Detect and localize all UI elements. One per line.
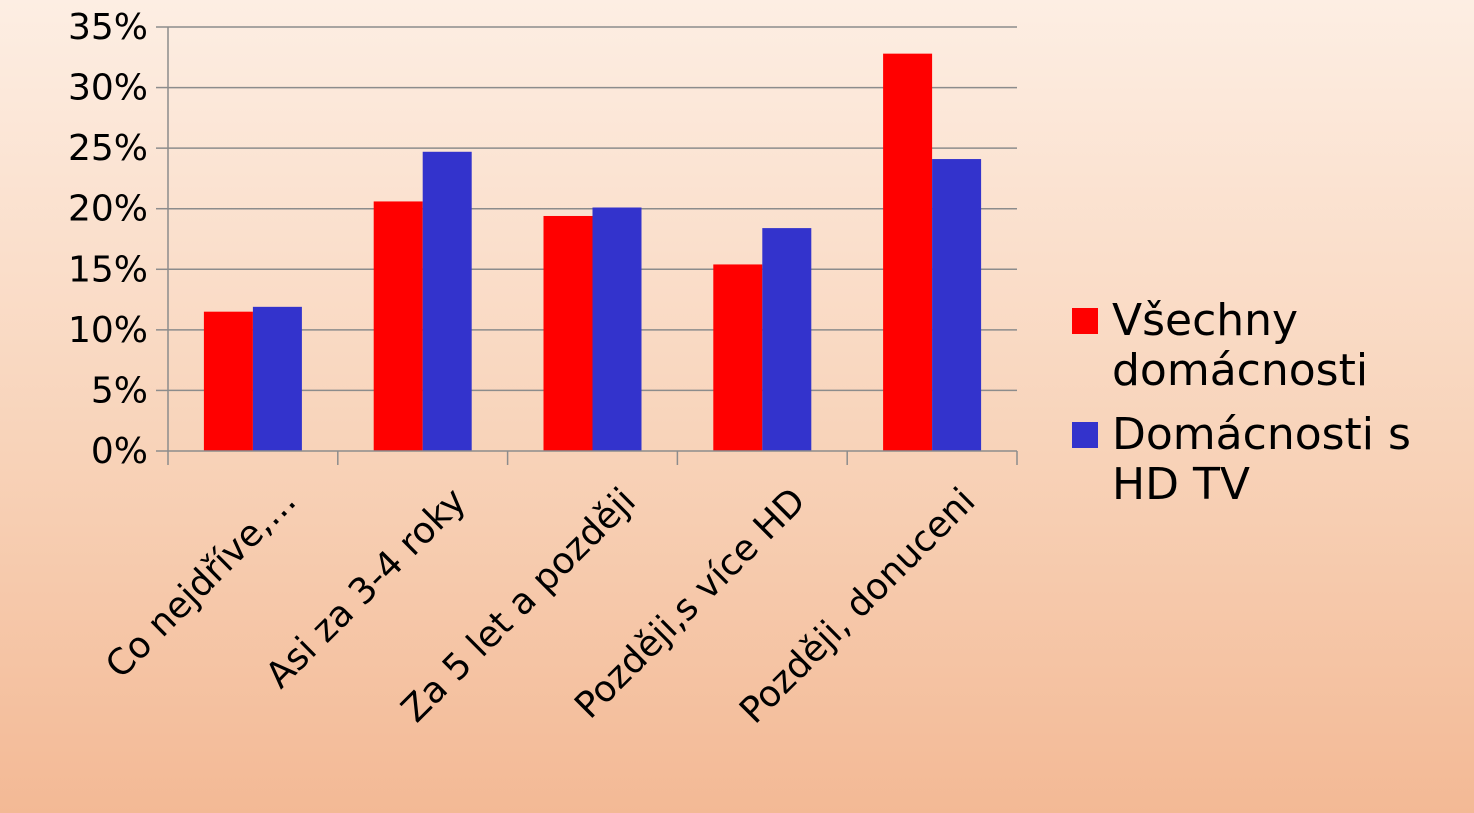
legend-item-series-2: Domácnosti s HD TV [1068, 410, 1468, 510]
legend-label-series-1: Všechny domácnosti [1112, 295, 1369, 396]
bars [203, 53, 982, 451]
bar-series-1-cat-3 [713, 264, 763, 451]
bar-series-2-cat-2 [592, 207, 642, 451]
bar-series-1-cat-2 [543, 215, 593, 451]
y-tick-label-1: 5% [91, 370, 148, 411]
axes [156, 26, 1018, 465]
y-tick-label-7: 35% [68, 7, 148, 48]
bar-series-2-cat-0 [252, 306, 302, 451]
bar-series-2-cat-1 [422, 151, 472, 451]
bar-series-2-cat-4 [932, 159, 982, 451]
y-tick-labels: 0% 5% 10% 15% 20% 25% 30% 35% [68, 7, 148, 472]
legend-swatch-series-2 [1072, 422, 1098, 448]
bar-series-1-cat-0 [203, 311, 253, 451]
legend-label-series-2: Domácnosti s HD TV [1112, 409, 1411, 510]
bar-series-2-cat-3 [762, 228, 812, 451]
y-tick-label-5: 25% [68, 128, 148, 169]
y-tick-label-4: 20% [68, 189, 148, 230]
legend-swatch-series-1 [1072, 308, 1098, 334]
bar-series-1-cat-1 [373, 201, 423, 451]
legend: Všechny domácnosti Domácnosti s HD TV [1068, 296, 1468, 524]
y-tick-label-3: 15% [68, 249, 148, 290]
legend-item-series-1: Všechny domácnosti [1068, 296, 1468, 396]
bar-series-1-cat-4 [883, 53, 933, 451]
y-tick-label-6: 30% [68, 68, 148, 109]
y-tick-label-2: 10% [68, 310, 148, 351]
y-tick-label-0: 0% [91, 431, 148, 472]
